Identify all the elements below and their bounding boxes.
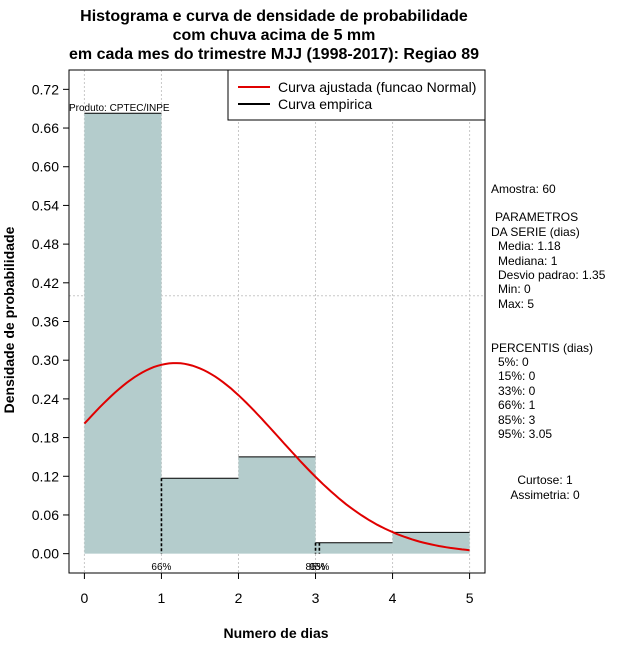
x-tick-label-0: 0 [81,590,89,606]
normal-fit-curve [83,362,470,552]
legend-label-empirical: Curva empirica [278,96,372,112]
chart-title-line-3: em cada mes do trimestre MJJ (1998-2017)… [69,46,479,63]
y-axis-label: Densidade de probabilidade [1,226,17,413]
axis-layer: 0.00 0.06 0.12 0.18 0.24 0.30 0.36 0.42 0.48 0.54… [32,81,474,606]
histogram-bar-4 [392,532,470,554]
stat-amostra: Amostra: 60 [491,182,556,196]
y-tick-label-2: 0.12 [32,468,59,484]
histogram-bar-1 [161,478,239,554]
y-tick-label-11: 0.66 [32,120,59,136]
percentile-label-0: 66% [151,562,171,573]
histogram-bar-3 [315,542,393,554]
y-tick-label-8: 0.48 [32,236,59,252]
stat-p85: 85%: 3 [498,413,536,427]
stats-panel: Amostra: 60 PARAMETROS DA SERIE (dias) M… [491,182,606,502]
stat-p95: 95%: 3.05 [498,427,552,441]
percentile-label-2: 95% [309,562,329,573]
chart-title-line-1: Histograma e curva de densidade de proba… [80,8,468,25]
y-tick-label-0: 0.00 [32,546,59,562]
legend: Curva ajustada (funcao Normal) Curva emp… [227,69,486,121]
y-tick-label-4: 0.24 [32,391,59,407]
stat-p5: 5%: 0 [498,355,529,369]
stat-perc-title: PERCENTIS (dias) [491,341,593,355]
stat-desvio: Desvio padrao: 1.35 [498,268,606,282]
y-tick-label-5: 0.30 [32,352,59,368]
legend-label-fit: Curva ajustada (funcao Normal) [278,79,476,95]
y-tick-label-6: 0.36 [32,314,59,330]
percentile-label-1: 85% [306,562,326,573]
y-tick-label-1: 0.06 [32,507,59,523]
histogram-bar-0 [84,113,162,554]
y-tick-label-7: 0.42 [32,275,59,291]
chart-title-line-2: com chuva acima de 5 mm [173,27,376,44]
stat-p33: 33%: 0 [498,384,536,398]
stat-p15: 15%: 0 [498,369,536,383]
stat-media: Media: 1.18 [498,239,561,253]
y-tick-label-3: 0.18 [32,430,59,446]
stat-assimetria: Assimetria: 0 [510,488,580,502]
y-tick-label-10: 0.60 [32,159,59,175]
x-axis-label: Numero de dias [223,625,328,641]
x-tick-label-2: 2 [235,590,243,606]
x-tick-label-4: 4 [389,590,397,606]
product-label: Produto: CPTEC/INPE [69,103,170,114]
bar-layer [84,112,470,554]
x-tick-label-1: 1 [158,590,166,606]
stat-param-title-2: DA SERIE (dias) [491,225,580,239]
x-tick-label-5: 5 [466,590,474,606]
stat-mediana: Mediana: 1 [498,254,558,268]
legend-box [227,69,486,121]
stat-p66: 66%: 1 [498,398,536,412]
percentile-layer: 66% 85%95% [151,478,329,573]
x-tick-label-3: 3 [312,590,320,606]
histogram-bar-2 [238,456,316,554]
stat-max: Max: 5 [498,297,534,311]
curve-layer [83,362,470,552]
y-tick-label-9: 0.54 [32,197,59,213]
y-tick-label-12: 0.72 [32,81,59,97]
stat-param-title-1: PARAMETROS [495,210,578,224]
stat-min: Min: 0 [498,282,531,296]
stat-curtose: Curtose: 1 [517,473,573,487]
